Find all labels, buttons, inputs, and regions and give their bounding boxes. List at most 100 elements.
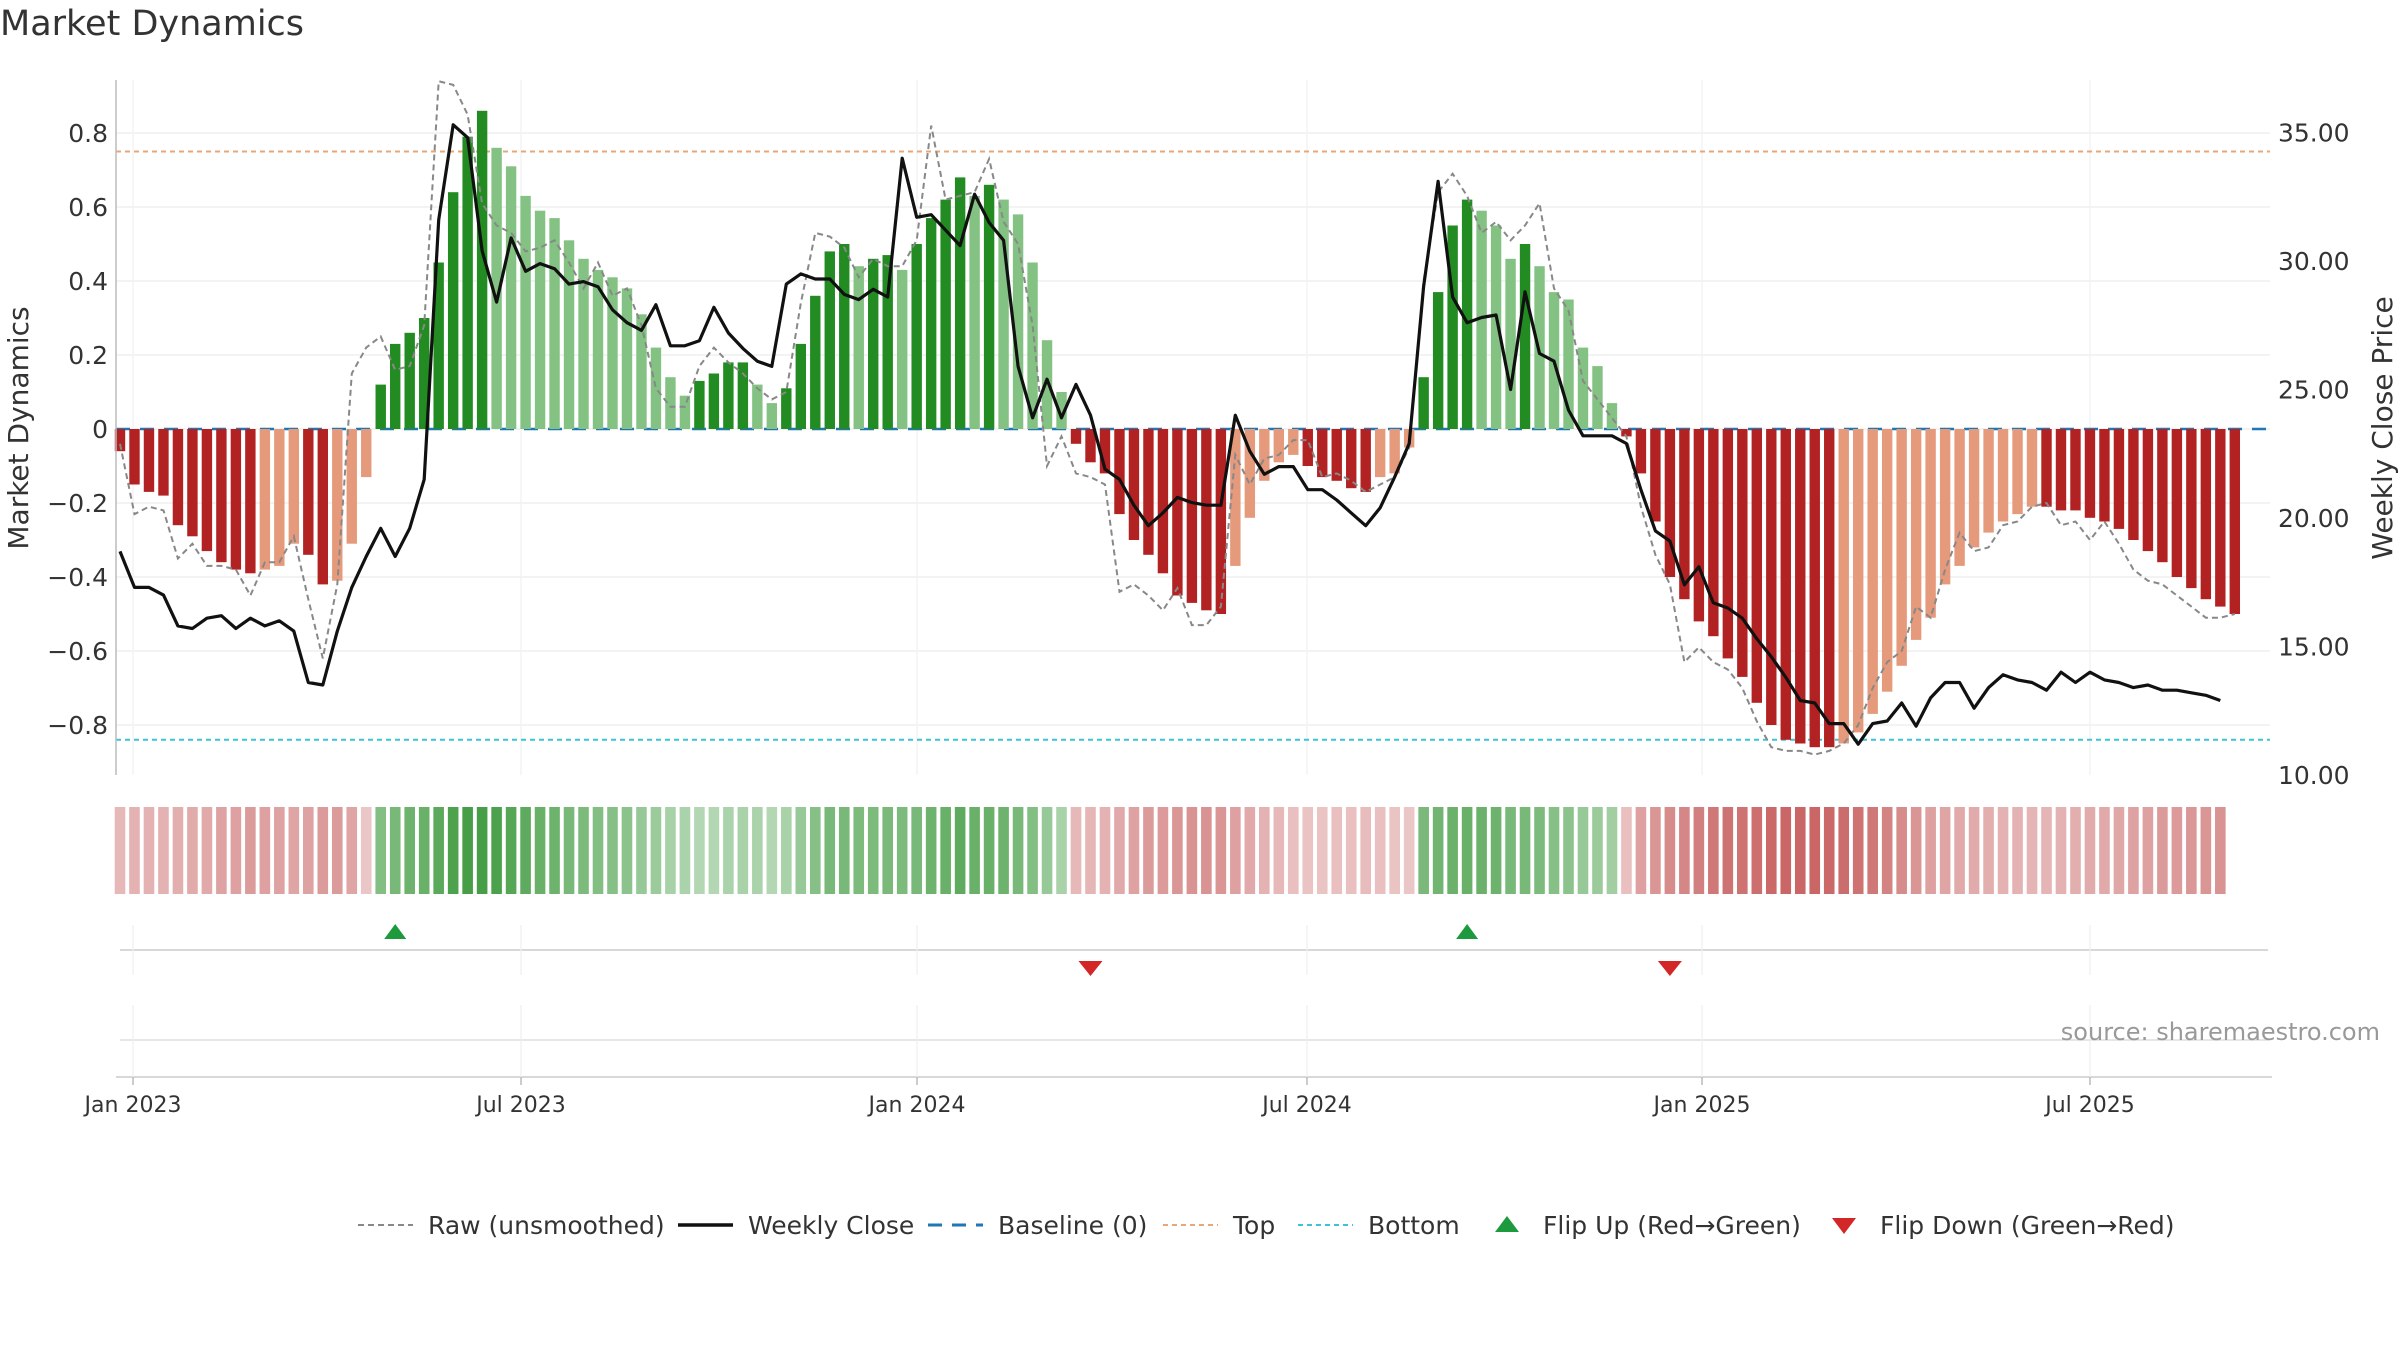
heat-cell — [1316, 807, 1328, 894]
y-tick-label: −0.2 — [47, 489, 108, 518]
momentum-bar — [1273, 429, 1284, 463]
x-tick-label: Jul 2025 — [2043, 1093, 2135, 1118]
momentum-bar — [1997, 429, 2009, 522]
heat-cell — [433, 807, 444, 894]
momentum-bar — [418, 318, 430, 429]
momentum-bar — [1476, 210, 1487, 429]
momentum-bar — [1838, 429, 1849, 744]
momentum-bar — [650, 347, 662, 429]
heat-cell — [201, 807, 213, 894]
heat-cell — [520, 807, 531, 894]
chart-title: Market Dynamics — [0, 4, 305, 44]
legend-item-up: Flip Up (Red→Green) — [1495, 1211, 1801, 1240]
momentum-bar — [621, 288, 633, 429]
heat-cell — [2084, 807, 2096, 894]
y2-tick-label: 20.00 — [2278, 504, 2350, 533]
heat-cell — [1157, 807, 1169, 894]
legend-swatch — [1495, 1216, 1519, 1232]
heat-cell — [723, 807, 734, 894]
momentum-bar — [346, 429, 357, 544]
y-tick-label: −0.4 — [47, 563, 108, 592]
heat-cell — [665, 807, 676, 894]
momentum-bar — [636, 314, 647, 429]
momentum-bar — [390, 343, 401, 429]
momentum-bar — [2070, 429, 2081, 511]
momentum-bar — [172, 429, 184, 526]
legend-swatch — [1832, 1218, 1856, 1234]
y-tick-label: −0.6 — [47, 637, 108, 666]
heat-cell — [404, 807, 415, 894]
momentum-bar — [476, 110, 488, 430]
heat-cell — [1534, 807, 1545, 894]
y2-tick-label: 30.00 — [2278, 247, 2350, 276]
heat-cell — [1461, 807, 1473, 894]
heat-cell — [1374, 807, 1386, 894]
momentum-bar — [2084, 429, 2096, 518]
momentum-bar — [1635, 429, 1647, 474]
heat-cell — [1708, 807, 1719, 894]
momentum-bar — [1288, 429, 1299, 455]
heat-cell — [158, 807, 169, 894]
heat-cell — [462, 807, 473, 894]
y2-tick-label: 25.00 — [2278, 376, 2350, 405]
momentum-bar — [375, 384, 386, 429]
heat-cell — [317, 807, 329, 894]
legend-item-bottom: Bottom — [1298, 1211, 1460, 1240]
legend-label: Bottom — [1368, 1211, 1460, 1240]
heat-cell — [969, 807, 980, 894]
heat-cell — [1939, 807, 1951, 894]
momentum-bar — [2055, 429, 2067, 511]
momentum-bar — [1968, 429, 1980, 548]
heat-cell — [549, 807, 560, 894]
momentum-bar — [1722, 429, 1734, 659]
heat-cell — [809, 807, 821, 894]
heat-cell — [2055, 807, 2067, 894]
legend-item-top: Top — [1163, 1211, 1275, 1240]
momentum-bar — [404, 332, 415, 429]
momentum-bar — [158, 429, 169, 496]
heat-cell — [1693, 807, 1705, 894]
heat-cell — [1737, 807, 1748, 894]
heat-cell — [331, 807, 343, 894]
momentum-bar — [1418, 377, 1429, 429]
price-lines — [118, 79, 2236, 756]
momentum-bar — [303, 429, 314, 555]
heat-cell — [230, 807, 242, 894]
heat-cell — [650, 807, 662, 894]
momentum-bar — [1664, 429, 1676, 577]
momentum-bar — [505, 166, 517, 430]
heat-cell — [491, 807, 502, 894]
heat-cell — [896, 807, 908, 894]
heat-cell — [1983, 807, 1994, 894]
weekly-close-line — [118, 123, 2221, 746]
heat-cell — [274, 807, 285, 894]
heat-cell — [1273, 807, 1285, 894]
heat-cell — [129, 807, 140, 894]
momentum-bar — [1447, 225, 1458, 429]
momentum-bar — [2026, 429, 2038, 507]
heat-cell — [2142, 807, 2154, 894]
heat-cell — [2099, 807, 2110, 894]
heat-cell — [853, 807, 865, 894]
momentum-bar — [1244, 429, 1256, 518]
momentum-bar — [1881, 429, 1893, 692]
heat-cell — [1809, 807, 1821, 894]
momentum-bar — [998, 199, 1009, 429]
heat-cell — [1172, 807, 1183, 894]
heat-cell — [1490, 807, 1502, 894]
momentum-bar — [983, 184, 995, 429]
momentum-bar — [2142, 429, 2154, 552]
momentum-bar — [2128, 429, 2139, 540]
momentum-bar — [1070, 429, 1082, 444]
heat-cell — [303, 807, 314, 894]
momentum-bar — [1606, 403, 1618, 429]
momentum-bar — [940, 199, 951, 429]
y-tick-label: 0.4 — [68, 267, 108, 296]
momentum-bar — [1215, 429, 1227, 614]
momentum-bar — [1505, 258, 1516, 429]
heat-cell — [1852, 807, 1864, 894]
momentum-bar — [1577, 347, 1589, 429]
raw-series-line — [119, 79, 2236, 756]
heat-cell — [1997, 807, 2009, 894]
legend-label: Flip Up (Red→Green) — [1543, 1211, 1801, 1240]
